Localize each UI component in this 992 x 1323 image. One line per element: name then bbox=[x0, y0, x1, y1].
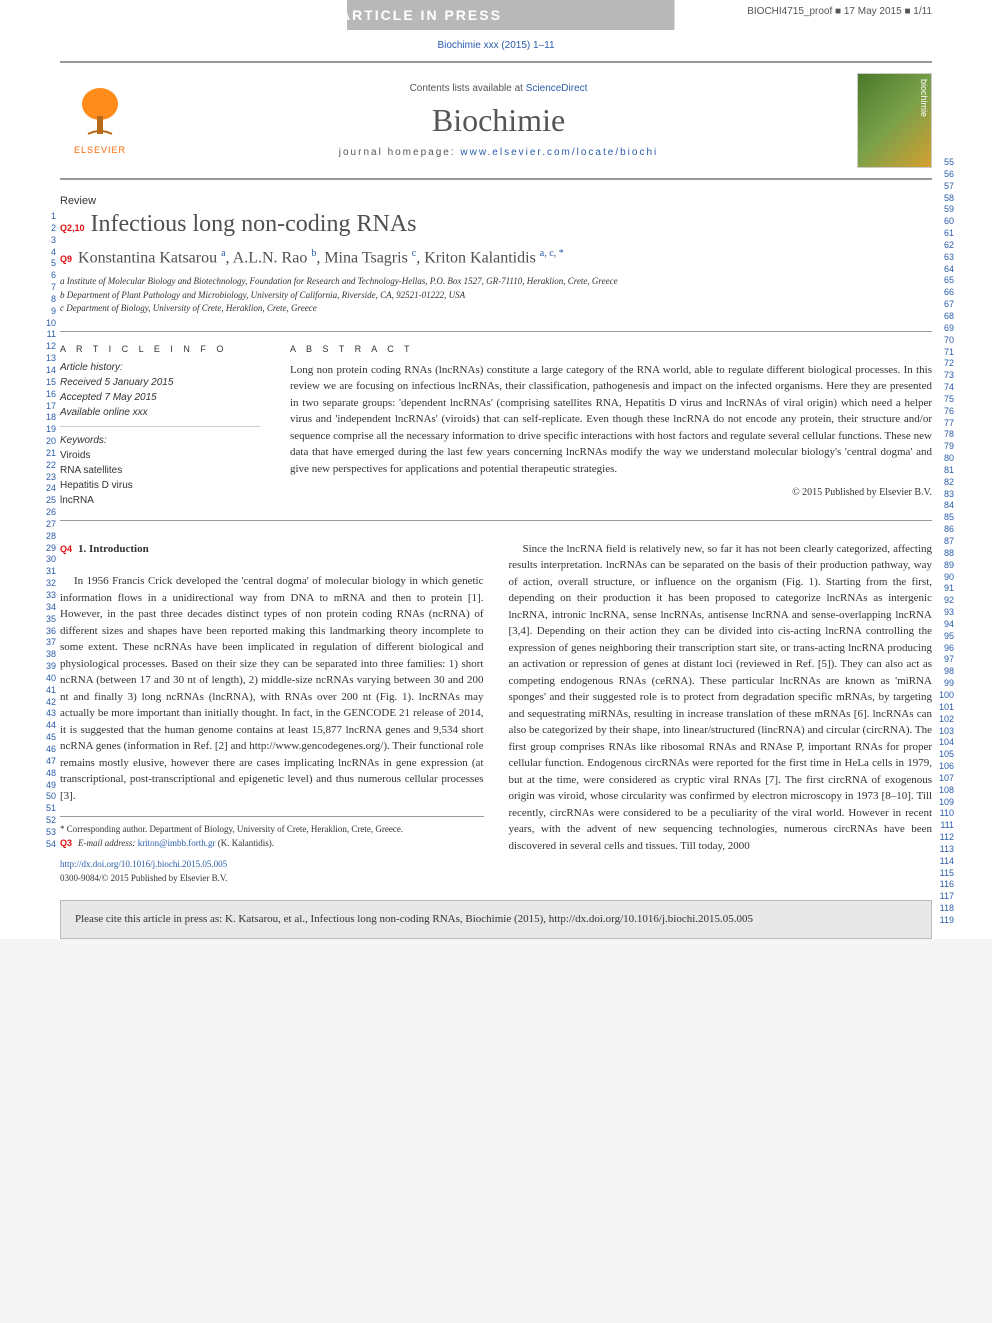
info-abstract-row: A R T I C L E I N F O Article history: R… bbox=[60, 331, 932, 521]
content-inner: Review 123456789101112131415161718192021… bbox=[60, 195, 932, 885]
cite-box: Please cite this article in press as: K.… bbox=[60, 900, 932, 939]
keywords-block: Keywords: Viroids RNA satellites Hepatit… bbox=[60, 433, 260, 508]
intro-heading: 1. Introduction bbox=[78, 541, 149, 558]
review-label: Review bbox=[60, 195, 932, 207]
abstract-heading: A B S T R A C T bbox=[290, 344, 932, 354]
q-marker-q210: Q2,10 bbox=[60, 223, 85, 233]
cover-label: biochimie bbox=[919, 79, 929, 117]
content: 5556575859606162636465666768697071727374… bbox=[60, 195, 932, 885]
article-title: Infectious long non-coding RNAs bbox=[91, 211, 417, 238]
keywords-label: Keywords: bbox=[60, 433, 260, 448]
column-1: Q4 1. Introduction In 1956 Francis Crick… bbox=[60, 541, 484, 886]
page: ARTICLE IN PRESS BIOCHI4715_proof ■ 17 M… bbox=[0, 0, 992, 939]
history-block: Article history: Received 5 January 2015… bbox=[60, 360, 260, 427]
journal-header: ELSEVIER Contents lists available at Sci… bbox=[60, 61, 932, 180]
available-date: Available online xxx bbox=[60, 405, 260, 420]
author-1: Konstantina Katsarou bbox=[78, 249, 221, 266]
affiliation-b: b Department of Plant Pathology and Micr… bbox=[60, 289, 932, 303]
author-4-sup: a, c, bbox=[540, 248, 559, 259]
contents-prefix: Contents lists available at bbox=[410, 83, 526, 94]
affiliation-c: c Department of Biology, University of C… bbox=[60, 302, 932, 316]
homepage-line: journal homepage: www.elsevier.com/locat… bbox=[155, 147, 842, 158]
title-row: Q2,10 Infectious long non-coding RNAs bbox=[60, 211, 932, 238]
keyword-1: RNA satellites bbox=[60, 463, 260, 478]
journal-center: Contents lists available at ScienceDirec… bbox=[155, 83, 842, 158]
elsevier-text: ELSEVIER bbox=[74, 145, 126, 155]
doi-link[interactable]: http://dx.doi.org/10.1016/j.biochi.2015.… bbox=[60, 859, 227, 869]
contents-line: Contents lists available at ScienceDirec… bbox=[155, 83, 842, 94]
keyword-0: Viroids bbox=[60, 448, 260, 463]
col2-para1: Since the lncRNA field is relatively new… bbox=[509, 541, 933, 855]
affiliations: a Institute of Molecular Biology and Bio… bbox=[60, 275, 932, 316]
abstract-text: Long non protein coding RNAs (lncRNAs) c… bbox=[290, 362, 932, 478]
email-label: E-mail address: bbox=[78, 838, 138, 848]
q-marker-q9: Q9 bbox=[60, 254, 72, 264]
corresp-text: * Corresponding author. Department of Bi… bbox=[60, 824, 403, 834]
proof-info: BIOCHI4715_proof ■ 17 May 2015 ■ 1/11 bbox=[747, 6, 932, 17]
author-3: , Mina Tsagris bbox=[316, 249, 411, 266]
author-2: , A.L.N. Rao bbox=[226, 249, 312, 266]
email-link[interactable]: kriton@imbb.forth.gr bbox=[138, 838, 216, 848]
corresp-note: * Corresponding author. Department of Bi… bbox=[60, 823, 484, 837]
sciencedirect-link[interactable]: ScienceDirect bbox=[526, 83, 588, 94]
doi-line: http://dx.doi.org/10.1016/j.biochi.2015.… bbox=[60, 858, 484, 885]
authors: Konstantina Katsarou a, A.L.N. Rao b, Mi… bbox=[78, 248, 564, 267]
article-info: A R T I C L E I N F O Article history: R… bbox=[60, 344, 260, 508]
column-2: Since the lncRNA field is relatively new… bbox=[509, 541, 933, 886]
keyword-3: lncRNA bbox=[60, 493, 260, 508]
body-columns: Q4 1. Introduction In 1956 Francis Crick… bbox=[60, 541, 932, 886]
footer-notes: * Corresponding author. Department of Bi… bbox=[60, 816, 484, 850]
received-date: Received 5 January 2015 bbox=[60, 375, 260, 390]
keyword-2: Hepatitis D virus bbox=[60, 478, 260, 493]
affiliation-a: a Institute of Molecular Biology and Bio… bbox=[60, 275, 932, 289]
email-suffix: (K. Kalantidis). bbox=[215, 838, 274, 848]
author-4: , Kriton Kalantidis bbox=[416, 249, 540, 266]
journal-name: Biochimie bbox=[155, 102, 842, 139]
authors-row: Q9 Konstantina Katsarou a, A.L.N. Rao b,… bbox=[60, 242, 932, 267]
corresp-star: * bbox=[559, 248, 564, 259]
history-label: Article history: bbox=[60, 360, 260, 375]
q-marker-q4: Q4 bbox=[60, 543, 72, 557]
col1-para1: In 1956 Francis Crick developed the 'cen… bbox=[60, 573, 484, 804]
cover-thumbnail: biochimie bbox=[857, 73, 932, 168]
top-banner: ARTICLE IN PRESS BIOCHI4715_proof ■ 17 M… bbox=[0, 0, 992, 30]
tree-icon bbox=[73, 86, 128, 141]
accepted-date: Accepted 7 May 2015 bbox=[60, 390, 260, 405]
info-heading: A R T I C L E I N F O bbox=[60, 344, 260, 354]
citation-top: Biochimie xxx (2015) 1–11 bbox=[0, 40, 992, 51]
abstract: A B S T R A C T Long non protein coding … bbox=[290, 344, 932, 508]
line-numbers-right: 5556575859606162636465666768697071727374… bbox=[936, 157, 954, 927]
homepage-prefix: journal homepage: bbox=[339, 147, 461, 158]
q-marker-q3: Q3 bbox=[60, 837, 72, 851]
email-line: E-mail address: kriton@imbb.forth.gr (K.… bbox=[78, 837, 274, 851]
issn-line: 0300-9084/© 2015 Published by Elsevier B… bbox=[60, 872, 484, 886]
homepage-link[interactable]: www.elsevier.com/locate/biochi bbox=[460, 147, 658, 158]
banner-text: ARTICLE IN PRESS bbox=[340, 7, 502, 23]
line-numbers-left: 1234567891011121314151617181920212223242… bbox=[40, 211, 56, 851]
abstract-copyright: © 2015 Published by Elsevier B.V. bbox=[290, 487, 932, 498]
elsevier-logo: ELSEVIER bbox=[60, 78, 140, 163]
